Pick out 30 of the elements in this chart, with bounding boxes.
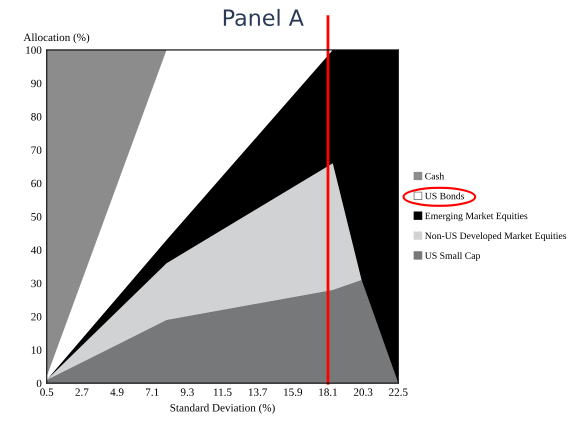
x-tick-label: 7.1: [146, 388, 158, 396]
y-tick-label: 50: [31, 213, 42, 221]
legend-label: US Small Cap: [424, 252, 480, 261]
legend-label: Cash: [425, 172, 444, 180]
legend-label: US Bonds: [424, 192, 464, 200]
chart-title: Panel A: [224, 8, 304, 26]
y-tick-label: 100: [26, 46, 42, 54]
x-axis-title: Standard Deviation (%): [170, 404, 275, 414]
x-tick-label: 9.3: [180, 388, 194, 396]
x-tick-label: 20.3: [354, 388, 372, 396]
y-tick-label: 60: [31, 180, 42, 188]
legend-label: Emerging Market Equities: [425, 212, 528, 222]
y-tick-label: 10: [32, 346, 42, 354]
y-tick-label: 0: [36, 380, 42, 388]
x-tick-label: 2.7: [75, 388, 88, 396]
y-tick-label: 20: [31, 313, 42, 321]
x-tick-label: 18.1: [319, 388, 338, 396]
x-tick-label: 0.5: [40, 388, 54, 396]
y-tick-label: 30: [31, 280, 42, 288]
x-tick-label: 13.7: [248, 388, 268, 396]
x-tick-label: 4.9: [110, 388, 124, 396]
x-tick-label: 11.5: [214, 388, 232, 396]
legend-label: Non-US Developed Market Equities: [425, 232, 566, 242]
x-tick-label: 15.9: [284, 388, 302, 396]
y-axis-title: Allocation (%): [23, 33, 90, 44]
x-tick-label: 22.5: [389, 388, 408, 396]
y-tick-label: 90: [31, 80, 42, 88]
y-tick-label: 80: [31, 113, 42, 121]
y-tick-label: 40: [30, 246, 42, 254]
y-tick-label: 70: [31, 146, 42, 154]
